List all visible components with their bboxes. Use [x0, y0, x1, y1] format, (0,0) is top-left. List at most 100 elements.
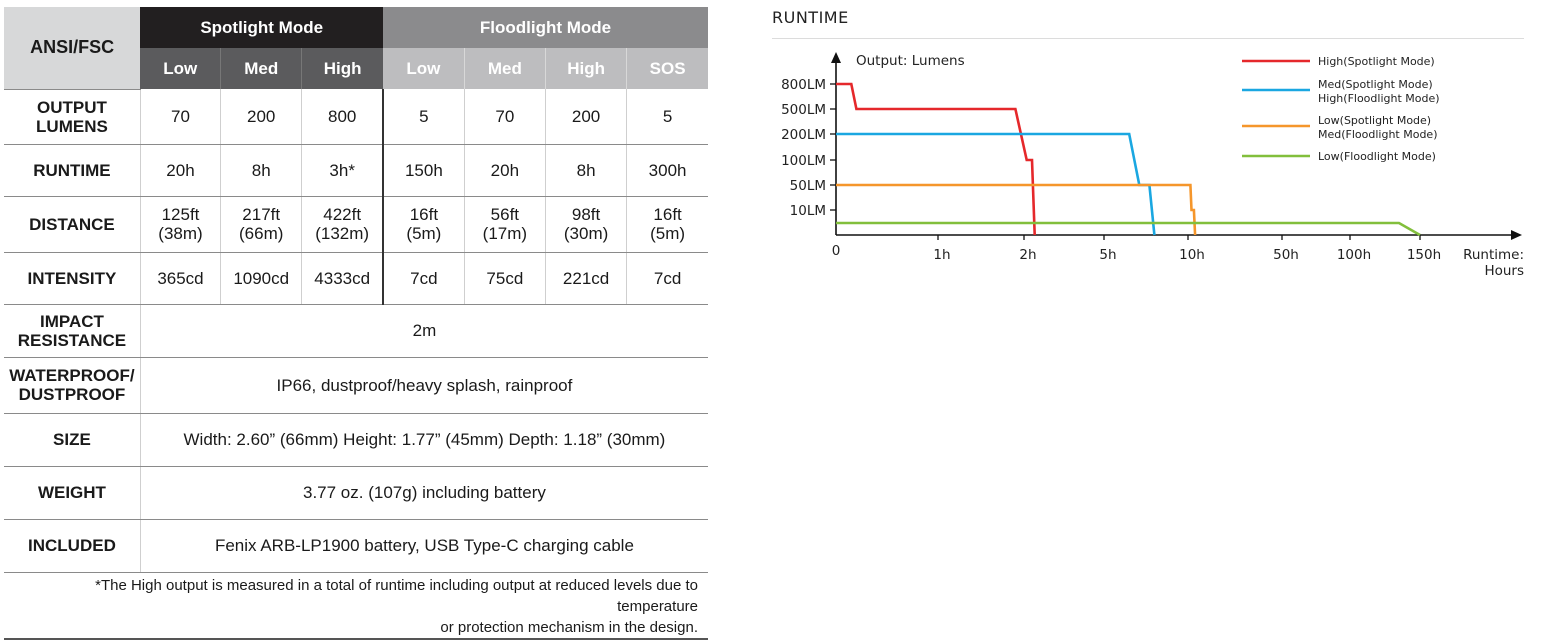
spec-cell-line: 5 [419, 106, 429, 126]
spec-cell: 200 [544, 89, 627, 145]
spec-cell: 7cd [626, 252, 708, 305]
row-label-line: WATERPROOF/ [9, 366, 135, 385]
level-header-spot-low: Low [140, 48, 221, 89]
legend-label: High(Floodlight Mode) [1318, 92, 1440, 105]
spec-table-body: OUTPUT LUMENS 70 200 800 5 70 200 5 RUNTIME 20h 8h 3… [4, 89, 708, 640]
spec-cell: 75cd [463, 252, 546, 305]
spec-cell-line: 365cd [157, 268, 204, 288]
spec-cell: 8h [544, 144, 627, 197]
spec-cell-line: 125ft [161, 205, 200, 224]
spec-cell: 16ft (5m) [626, 196, 708, 253]
y-axis-label: Output: Lumens [856, 53, 965, 69]
y-tick-label: 800LM [781, 77, 826, 93]
series-line [836, 183, 1197, 236]
spec-cell-line: (132m) [315, 224, 370, 243]
spec-cell-line: (30m) [563, 224, 609, 243]
y-tick-label: 50LM [790, 178, 826, 194]
spec-cell: 422ft (132m) [301, 196, 385, 253]
spec-cell: 16ft (5m) [382, 196, 465, 253]
row-label-line: OUTPUT [36, 97, 107, 117]
spec-cell-line: (38m) [158, 224, 203, 243]
spec-cell: 70 [139, 89, 221, 145]
legend-label: Med(Spotlight Mode) [1318, 78, 1433, 91]
spec-cell-line: 200 [571, 106, 601, 126]
spec-cell-line: 98ft [571, 205, 601, 224]
spec-cell-line: 70 [495, 106, 515, 126]
spec-cell: 150h [382, 144, 465, 197]
spec-wide-row: IMPACT RESISTANCE 2m [4, 304, 708, 358]
spec-cell: 221cd [544, 252, 627, 305]
x-origin-label: 0 [832, 243, 841, 259]
y-tick-label: 10LM [790, 203, 826, 219]
spec-cell-line: (66m) [239, 224, 284, 243]
spec-cell-line: 150h [404, 160, 443, 180]
spec-cell: 217ft (66m) [220, 196, 302, 253]
row-label: SIZE [4, 413, 141, 467]
spec-cell-line: (17m) [482, 224, 528, 243]
spec-cell: 4333cd [301, 252, 385, 305]
y-axis-arrow-icon [831, 52, 841, 63]
row-label-line: LUMENS [36, 116, 108, 136]
row-label-line: DUSTPROOF [18, 385, 126, 404]
y-tick-label: 500LM [781, 102, 826, 118]
legend-label: Low(Floodlight Mode) [1318, 150, 1436, 163]
legend-label: Low(Spotlight Mode) [1318, 114, 1431, 127]
row-label-line: RUNTIME [33, 160, 111, 180]
spec-cell-line: 20h [490, 160, 520, 180]
spec-cell-line: 7cd [410, 268, 438, 288]
row-label: RUNTIME [4, 144, 141, 197]
spec-cell-line: (5m) [406, 224, 442, 243]
y-tick-label: 100LM [781, 153, 826, 169]
row-label-line: WEIGHT [37, 483, 106, 502]
spec-cell-line: 7cd [653, 268, 682, 288]
spec-cell-line: 75cd [486, 268, 524, 288]
row-label-line: RESISTANCE [17, 330, 127, 350]
spec-cell-line: 800 [327, 106, 357, 126]
spec-cell-line: 217ft [242, 205, 281, 224]
spec-cell-line: 221cd [562, 268, 610, 288]
row-label-line: DISTANCE [29, 214, 115, 234]
row-label: IMPACT RESISTANCE [4, 304, 141, 358]
spec-cell: 300h [626, 144, 708, 197]
spec-row: RUNTIME 20h 8h 3h* 150h 20h 8h 300h [4, 144, 708, 197]
x-tick-label: 5h [1099, 247, 1116, 263]
spotlight-mode-header: Spotlight Mode [140, 7, 384, 48]
spec-wide-value: Width: 2.60” (66mm) Height: 1.77” (45mm)… [139, 413, 708, 467]
spec-cell: 70 [463, 89, 546, 145]
runtime-chart: Output: Lumens 800LM 500LM 200LM 100LM 50LM 10… [781, 52, 1524, 279]
x-axis-label: Hours [1484, 263, 1524, 279]
spec-cell-line: 56ft [490, 205, 520, 224]
footnote-line: or protection mechanism in the design. [440, 618, 698, 636]
spec-cell-line: 16ft [409, 205, 439, 224]
row-label: WATERPROOF/DUSTPROOF [4, 357, 141, 414]
spec-cell: 20h [139, 144, 221, 197]
spec-wide-value: 3.77 oz. (107g) including battery [139, 466, 708, 520]
spec-cell-line: 16ft [653, 205, 682, 224]
series-line [836, 82, 1036, 236]
row-label-line: SIZE [53, 430, 91, 449]
spec-cell: 20h [463, 144, 546, 197]
spec-wide-row: SIZE Width: 2.60” (66mm) Height: 1.77” (4… [4, 413, 708, 467]
spec-wide-value: Fenix ARB-LP1900 battery, USB Type-C cha… [139, 519, 708, 573]
x-axis-arrow-icon [1511, 230, 1522, 240]
row-label: DISTANCE [4, 196, 141, 253]
row-label: OUTPUT LUMENS [4, 89, 141, 145]
spec-cell: 98ft (30m) [544, 196, 627, 253]
spec-cell-line: 300h [648, 160, 687, 180]
spec-row: INTENSITY 365cd 1090cd 4333cd 7cd 75cd 221cd 7c… [4, 252, 708, 305]
spec-cell: 800 [301, 89, 385, 145]
spec-wide-row: WATERPROOF/DUSTPROOF IP66, dustproof/heav… [4, 357, 708, 414]
x-tick-label: 150h [1407, 247, 1441, 263]
row-label-line: INTENSITY [27, 268, 117, 288]
spec-cell-line: 4333cd [314, 268, 371, 288]
spec-wide-value: IP66, dustproof/heavy splash, rainproof [139, 357, 708, 414]
spec-cell-line: 200 [247, 106, 276, 126]
legend-label: Med(Floodlight Mode) [1318, 128, 1438, 141]
spec-cell-line: 20h [166, 160, 195, 180]
x-tick-label: 1h [933, 247, 950, 263]
row-label-line: IMPACT [39, 311, 104, 331]
spec-cell-line: 8h [576, 160, 596, 180]
level-header-flood-sos: SOS [626, 48, 708, 89]
level-header-spot-med: Med [220, 48, 302, 89]
spec-cell: 56ft (17m) [463, 196, 546, 253]
